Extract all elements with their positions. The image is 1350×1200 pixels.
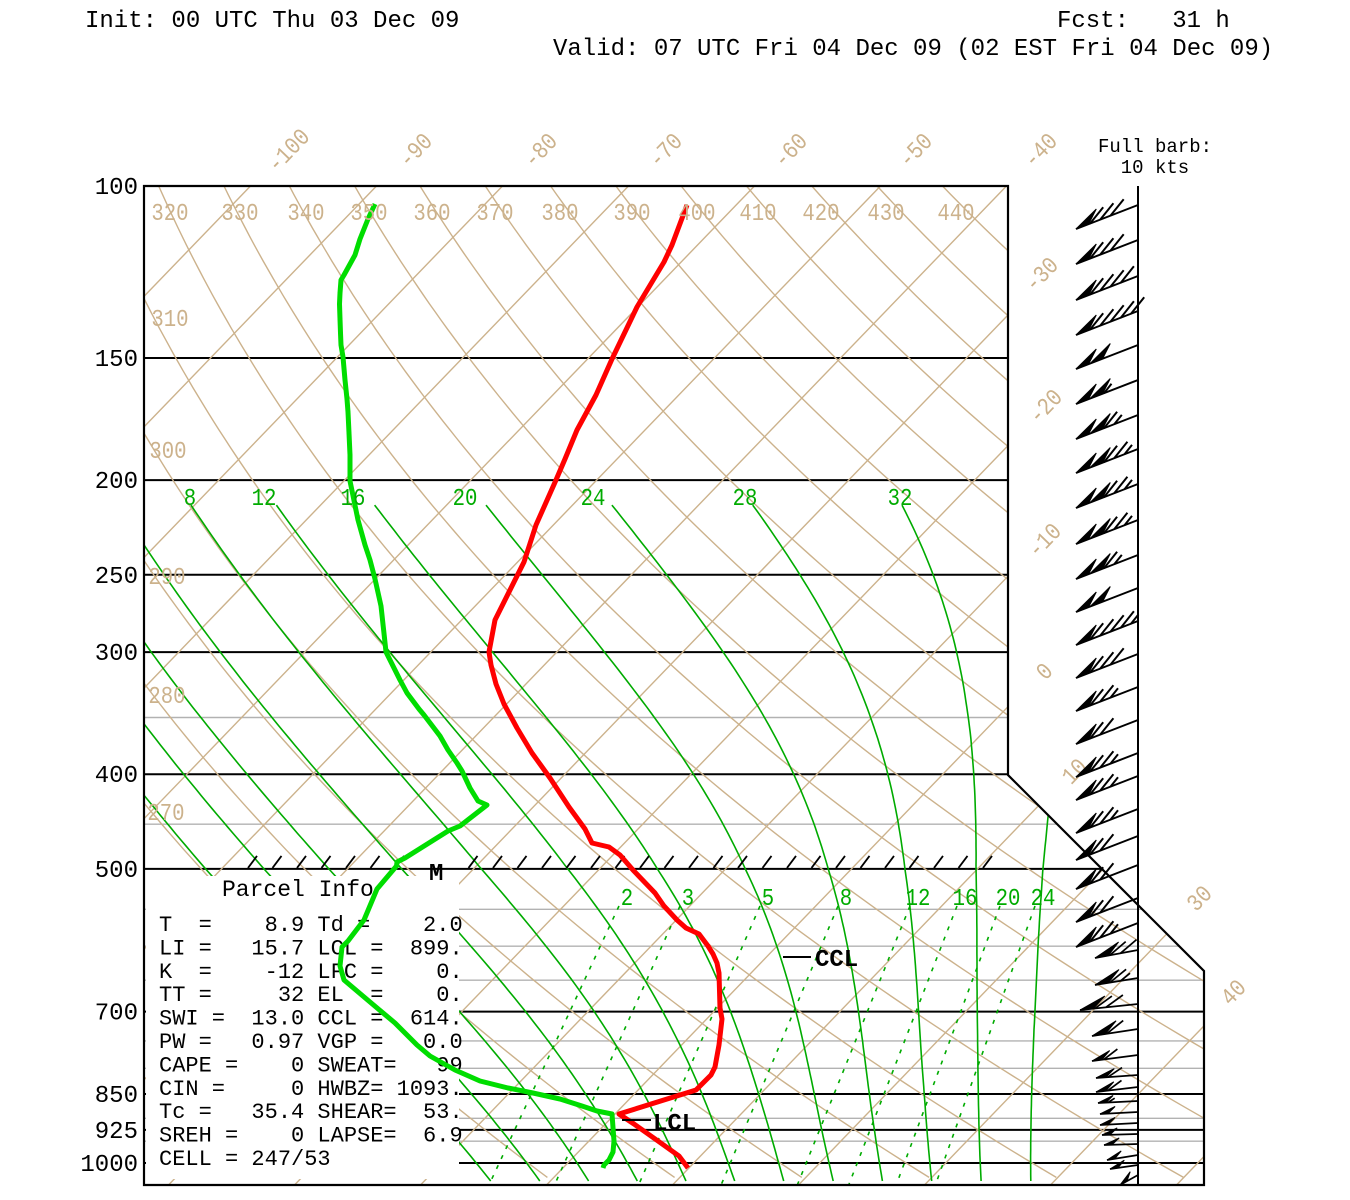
- svg-text:100: 100: [95, 175, 138, 202]
- svg-text:T = 8.9 Td = 2.0: T = 8.9 Td = 2.0: [159, 913, 463, 938]
- svg-text:16: 16: [953, 886, 978, 913]
- svg-text:Parcel Info: Parcel Info: [222, 877, 374, 903]
- svg-text:Full barb:: Full barb:: [1098, 136, 1212, 158]
- svg-text:SREH = 0 LAPSE= 6.9: SREH = 0 LAPSE= 6.9: [159, 1124, 463, 1149]
- svg-text:Tc = 35.4 SHEAR= 53.: Tc = 35.4 SHEAR= 53.: [159, 1100, 463, 1125]
- svg-text:Fcst: 31 h: Fcst: 31 h: [1057, 8, 1230, 35]
- svg-text:20: 20: [453, 486, 478, 513]
- svg-text:360: 360: [413, 201, 450, 228]
- svg-text:12: 12: [252, 486, 277, 513]
- svg-text:20: 20: [996, 886, 1021, 913]
- svg-text:330: 330: [221, 201, 258, 228]
- svg-text:340: 340: [287, 201, 324, 228]
- svg-text:410: 410: [739, 201, 776, 228]
- svg-text:320: 320: [151, 201, 188, 228]
- svg-text:370: 370: [476, 201, 513, 228]
- svg-text:24: 24: [581, 486, 606, 513]
- svg-text:300: 300: [149, 439, 186, 466]
- svg-text:500: 500: [95, 858, 138, 885]
- svg-text:430: 430: [867, 201, 904, 228]
- svg-text:1000: 1000: [80, 1152, 138, 1179]
- svg-text:2: 2: [621, 886, 633, 913]
- svg-text:Valid: 07 UTC Fri 04 Dec 09 (0: Valid: 07 UTC Fri 04 Dec 09 (02 EST Fri …: [553, 36, 1273, 63]
- svg-text:400: 400: [678, 201, 715, 228]
- svg-text:Init: 00 UTC Thu 03 Dec 09: Init: 00 UTC Thu 03 Dec 09: [85, 8, 459, 35]
- svg-text:10 kts: 10 kts: [1121, 157, 1189, 179]
- svg-text:LCL: LCL: [653, 1111, 696, 1138]
- svg-text:280: 280: [148, 684, 185, 711]
- svg-text:3: 3: [682, 886, 694, 913]
- svg-text:CCL: CCL: [815, 947, 858, 974]
- svg-text:250: 250: [95, 564, 138, 591]
- svg-text:150: 150: [95, 347, 138, 374]
- svg-text:290: 290: [148, 565, 185, 592]
- svg-text:5: 5: [762, 886, 774, 913]
- svg-text:700: 700: [95, 1001, 138, 1028]
- svg-text:SWI = 13.0 CCL = 614.: SWI = 13.0 CCL = 614.: [159, 1007, 463, 1032]
- svg-text:270: 270: [147, 801, 184, 828]
- svg-text:12: 12: [906, 886, 931, 913]
- svg-text:CELL = 247/53: CELL = 247/53: [159, 1147, 331, 1172]
- svg-text:CAPE = 0 SWEAT= 99: CAPE = 0 SWEAT= 99: [159, 1053, 463, 1078]
- svg-text:310: 310: [151, 307, 188, 334]
- svg-text:24: 24: [1031, 886, 1056, 913]
- svg-text:200: 200: [95, 469, 138, 496]
- svg-text:LI = 15.7 LCL = 899.: LI = 15.7 LCL = 899.: [159, 936, 463, 961]
- svg-text:16: 16: [341, 486, 366, 513]
- svg-text:K = -12 LFC = 0.: K = -12 LFC = 0.: [159, 960, 463, 985]
- svg-text:350: 350: [350, 201, 387, 228]
- svg-text:M: M: [429, 861, 443, 888]
- svg-text:380: 380: [541, 201, 578, 228]
- svg-text:32: 32: [888, 486, 913, 513]
- svg-text:925: 925: [95, 1119, 138, 1146]
- svg-text:300: 300: [95, 641, 138, 668]
- svg-text:28: 28: [733, 486, 758, 513]
- svg-text:CIN = 0 HWBZ= 1093.: CIN = 0 HWBZ= 1093.: [159, 1077, 463, 1102]
- svg-text:850: 850: [95, 1083, 138, 1110]
- svg-text:400: 400: [95, 763, 138, 790]
- svg-text:420: 420: [802, 201, 839, 228]
- svg-text:8: 8: [184, 486, 196, 513]
- svg-text:TT = 32 EL = 0.: TT = 32 EL = 0.: [159, 983, 463, 1008]
- svg-text:440: 440: [937, 201, 974, 228]
- svg-text:8: 8: [840, 886, 852, 913]
- svg-text:390: 390: [613, 201, 650, 228]
